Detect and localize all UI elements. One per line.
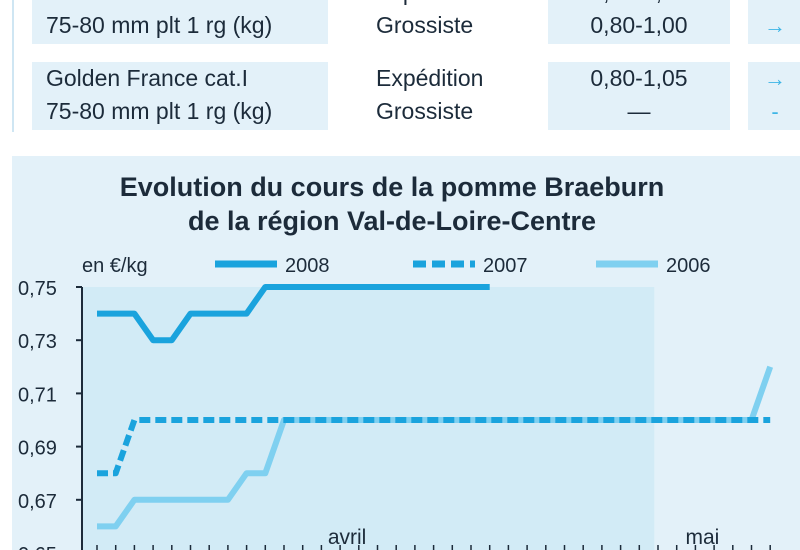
price-grossiste: — <box>627 98 651 124</box>
y-axis-label: en €/kg <box>82 255 148 277</box>
series-line-2008 <box>97 284 490 344</box>
price-cell: 0,80-1,05 — <box>548 62 730 130</box>
market-grossiste: Grossiste <box>376 12 474 38</box>
y-tick-label: 0,73 <box>18 331 57 353</box>
chart-title-line-2: de la région Val-de-Loire-Centre <box>187 206 597 236</box>
legend-label: 2007 <box>483 255 528 277</box>
legend-label: 2006 <box>666 255 711 277</box>
x-period-label: mai <box>685 526 719 549</box>
price-grossiste: 0,80-1,00 <box>590 12 688 38</box>
trend-cell: → → <box>748 0 800 44</box>
y-tick-label: 0,69 <box>18 438 57 460</box>
product-name: Golden France cat.I <box>46 65 248 91</box>
product-spec: 75-80 mm plt 1 rg (kg) <box>46 12 273 38</box>
chart-title: Evolution du cours de la pomme Braeburn … <box>12 170 772 238</box>
price-table: Braeburn France cat.I 75-80 mm plt 1 rg … <box>12 0 800 132</box>
table-row: Golden France cat.I 75-80 mm plt 1 rg (k… <box>32 62 800 130</box>
y-tick-label: 0,71 <box>18 384 57 406</box>
market-cell: Expédition Grossiste <box>352 62 526 130</box>
trend-cell: → - <box>748 62 800 130</box>
product-spec: 75-80 mm plt 1 rg (kg) <box>46 98 273 124</box>
product-name: Braeburn France cat.I <box>46 0 268 9</box>
x-period-label: avril <box>328 526 367 549</box>
trend-arrow-icon: → <box>748 0 800 9</box>
product-cell: Golden France cat.I 75-80 mm plt 1 rg (k… <box>32 62 328 130</box>
line-chart: 0,65 0,67 0,69 0,71 0,73 0,75 en €/kg avril mai 2… <box>18 255 800 550</box>
market-grossiste: Grossiste <box>376 98 474 124</box>
series-line-2007 <box>97 417 771 477</box>
price-expedition: 0,80-1,05 <box>590 65 688 91</box>
market-expedition: Expédition <box>376 0 483 9</box>
trend-dash-icon: - <box>771 99 779 124</box>
table-row: Braeburn France cat.I 75-80 mm plt 1 rg … <box>32 0 800 44</box>
y-tick-label: 0,67 <box>18 491 57 513</box>
y-tick-label: 0,65 <box>18 544 57 550</box>
chart-panel: Evolution du cours de la pomme Braeburn … <box>12 156 800 550</box>
chart-title-line-1: Evolution du cours de la pomme Braeburn <box>119 172 665 202</box>
y-tick-label: 0,75 <box>18 278 57 300</box>
legend-label: 2008 <box>285 255 330 277</box>
market-cell: Expédition Grossiste <box>352 0 526 44</box>
product-cell: Braeburn France cat.I 75-80 mm plt 1 rg … <box>32 0 328 44</box>
market-expedition: Expédition <box>376 65 484 91</box>
trend-arrow-icon: → <box>764 66 786 91</box>
price-expedition: 0,70-0,80 <box>548 0 730 9</box>
price-cell: 0,70-0,80 0,80-1,00 <box>548 0 730 44</box>
trend-arrow-icon: → <box>764 13 786 38</box>
